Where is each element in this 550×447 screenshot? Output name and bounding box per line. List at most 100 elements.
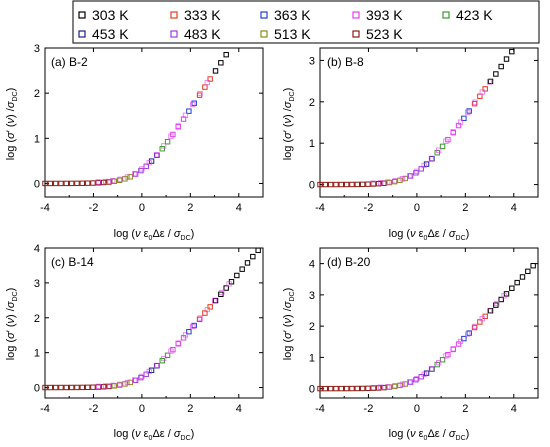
- legend-marker: [442, 11, 450, 19]
- legend-entry: 363 K: [260, 7, 311, 23]
- y-tick-label: 2: [34, 313, 40, 325]
- plot-frame: [319, 47, 539, 198]
- data-point: [239, 266, 245, 272]
- data-point: [175, 340, 181, 346]
- data-point: [377, 384, 384, 390]
- x-tick-label: 2: [187, 403, 193, 415]
- data-point: [479, 89, 485, 95]
- data-point: [436, 360, 442, 366]
- x-tick-label: 0: [139, 202, 145, 214]
- data-point: [494, 300, 500, 307]
- legend-marker: [260, 11, 268, 19]
- data-point: [218, 60, 224, 66]
- data-point: [399, 381, 405, 387]
- data-point: [190, 323, 196, 330]
- data-point: [472, 99, 478, 105]
- data-point: [486, 308, 493, 314]
- data-point: [186, 108, 192, 114]
- data-point: [95, 383, 101, 389]
- data-point: [370, 384, 376, 391]
- data-point: [385, 179, 391, 185]
- data-point: [116, 382, 123, 388]
- data-point: [402, 381, 408, 387]
- legend-entry: 333 K: [170, 7, 221, 23]
- data-point: [392, 178, 398, 184]
- data-point: [418, 166, 424, 172]
- data-point: [138, 167, 144, 174]
- data-point: [317, 385, 323, 392]
- data-point: [472, 323, 478, 329]
- panel-title: (c) B-14: [51, 255, 94, 269]
- data-point: [457, 119, 464, 125]
- data-point: [349, 385, 355, 392]
- data-point: [212, 68, 219, 74]
- data-point: [359, 385, 366, 392]
- data-point: [139, 373, 145, 379]
- data-point: [47, 180, 54, 187]
- data-point: [132, 171, 138, 177]
- data-point: [106, 179, 112, 185]
- data-point: [84, 384, 91, 391]
- legend-label: 333 K: [184, 7, 221, 23]
- legend-entry: 393 K: [352, 7, 403, 23]
- data-point: [365, 181, 371, 187]
- data-point: [95, 179, 101, 185]
- panel-c: (c) B-14 log (σ′ (ν) /σDC) log (ν ε0Δε /…: [5, 243, 264, 442]
- data-point: [204, 306, 210, 313]
- data-point: [175, 123, 181, 129]
- legend-entry: 483 K: [170, 26, 221, 42]
- data-point: [52, 180, 59, 187]
- data-point: [386, 384, 392, 390]
- data-point: [186, 328, 192, 335]
- data-point: [457, 338, 464, 345]
- data-point: [191, 322, 197, 329]
- data-point: [191, 100, 197, 106]
- data-point: [255, 247, 261, 254]
- data-point: [212, 297, 219, 304]
- legend-marker: [78, 11, 86, 19]
- svg-text:log (σ′ (ν) /σDC): log (σ′ (ν) /σDC): [282, 88, 296, 161]
- data-point: [250, 253, 256, 260]
- data-point: [421, 162, 427, 169]
- x-tick-label: 4: [236, 202, 242, 214]
- data-point: [359, 181, 366, 188]
- x-axis-label: log (ν ε0Δε / σDC): [114, 428, 195, 442]
- y-tick-label: 4: [309, 259, 315, 271]
- panel-d: (d) B-20 log (σ′ (ν) /σDC) log (ν ε0Δε /…: [282, 247, 539, 442]
- legend-entry: 453 K: [78, 26, 129, 42]
- legend-entry: 513 K: [260, 26, 311, 42]
- data-point: [514, 279, 520, 286]
- data-point: [164, 139, 171, 145]
- data-series: [42, 51, 229, 187]
- data-series: [317, 48, 515, 188]
- data-point: [42, 384, 48, 391]
- legend-entry: 303 K: [78, 7, 129, 23]
- data-point: [428, 155, 435, 161]
- data-point: [102, 383, 109, 389]
- legend-marker: [170, 11, 178, 19]
- data-point: [501, 293, 507, 299]
- x-tick-label: 0: [414, 202, 420, 214]
- data-point: [124, 174, 130, 180]
- y-tick-label: 2: [309, 97, 315, 109]
- legend-label: 363 K: [274, 7, 311, 23]
- data-point: [117, 381, 123, 387]
- data-point: [58, 180, 64, 187]
- y-tick-label: 1: [309, 352, 315, 364]
- data-point: [327, 181, 334, 188]
- data-point: [493, 71, 499, 77]
- data-point: [450, 346, 456, 352]
- svg-text:log (ν ε0Δε / σDC): log (ν ε0Δε / σDC): [114, 428, 195, 442]
- data-point: [146, 368, 152, 375]
- svg-text:log (σ′ (ν) /σDC): log (σ′ (ν) /σDC): [282, 288, 296, 361]
- data-point: [90, 384, 96, 390]
- legend-label: 453 K: [92, 26, 129, 42]
- data-point: [428, 366, 435, 372]
- data-point: [487, 78, 494, 85]
- data-point: [493, 302, 499, 308]
- svg-text:log (σ′ (ν) /σDC): log (σ′ (ν) /σDC): [5, 288, 19, 361]
- data-point: [486, 79, 493, 85]
- data-point: [58, 384, 64, 391]
- legend-label: 393 K: [366, 7, 403, 23]
